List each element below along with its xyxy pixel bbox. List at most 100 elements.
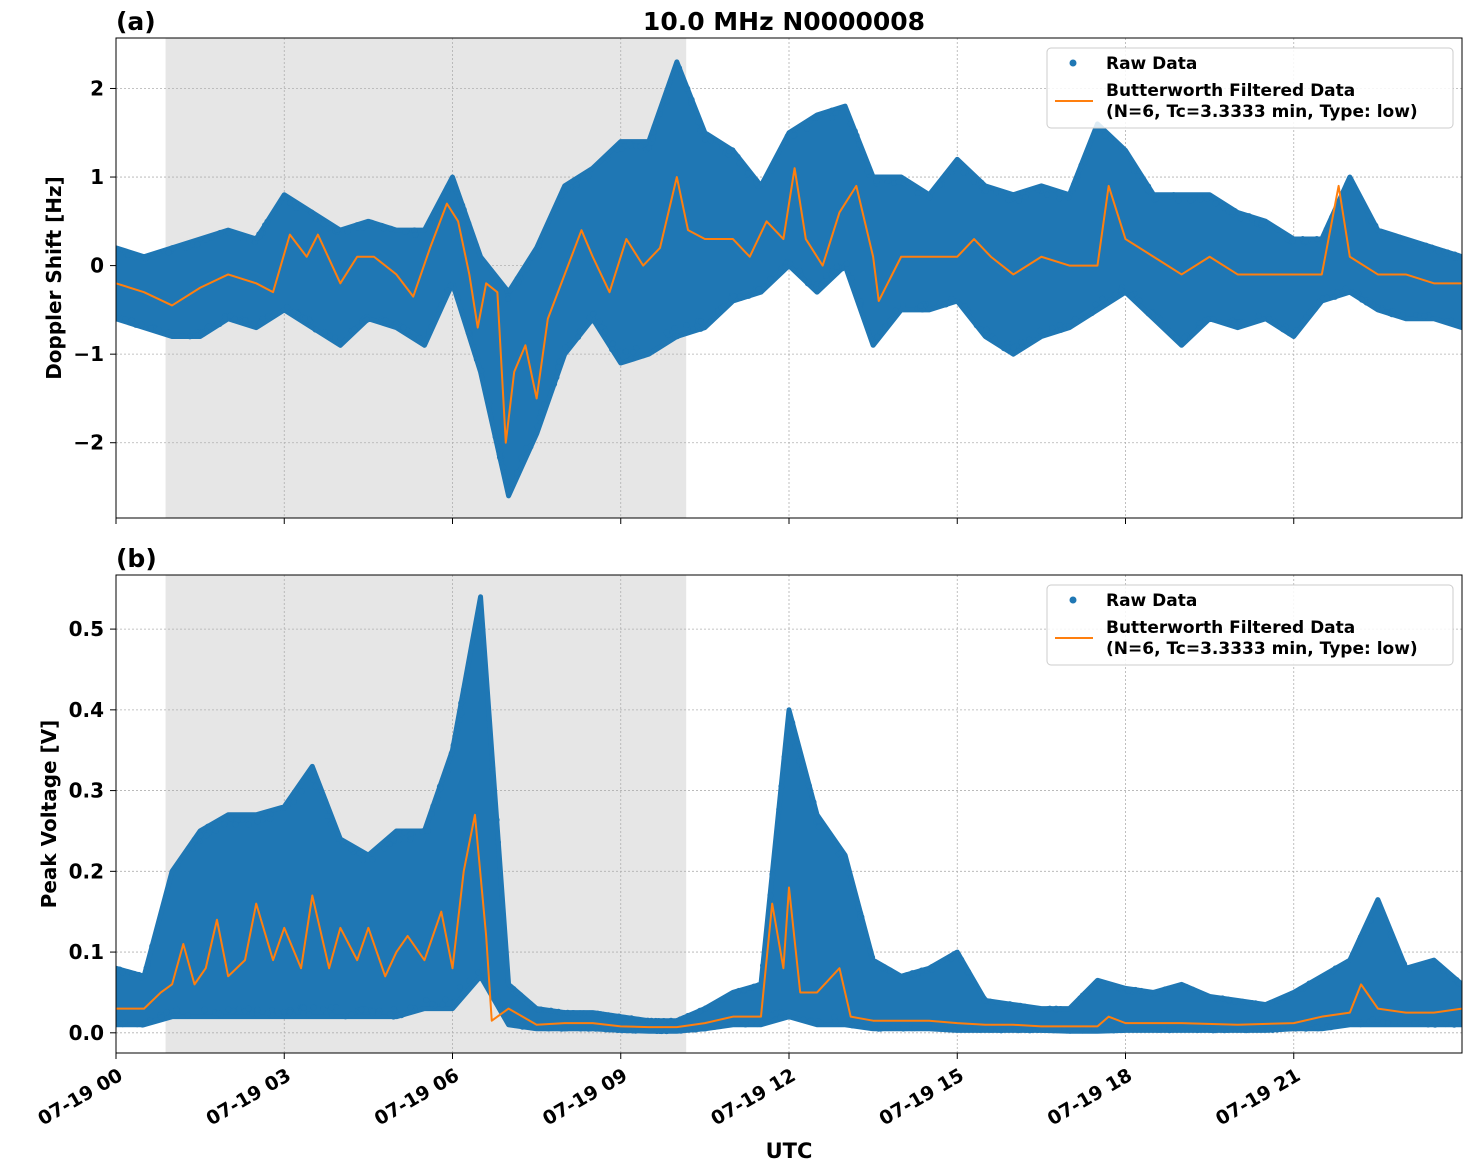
- raw-data-point: [1313, 978, 1320, 985]
- raw-data-point: [761, 283, 768, 290]
- raw-data-point: [245, 821, 252, 828]
- raw-data-point: [975, 1026, 982, 1033]
- chart-title: 10.0 MHz N0000008: [643, 7, 925, 36]
- raw-data-point: [909, 970, 916, 977]
- raw-data-point: [144, 962, 151, 969]
- raw-data-point: [1399, 311, 1406, 318]
- raw-data-point: [267, 815, 274, 822]
- raw-data-point: [357, 221, 364, 228]
- raw-data-point: [284, 802, 291, 809]
- raw-data-point: [329, 1011, 336, 1018]
- raw-data-point: [246, 237, 253, 244]
- raw-data-point: [402, 228, 409, 235]
- raw-data-point: [1268, 1000, 1275, 1007]
- raw-data-point: [1456, 980, 1462, 987]
- raw-data-point: [760, 180, 767, 187]
- raw-data-point: [758, 1019, 765, 1026]
- raw-data-point: [991, 335, 998, 342]
- raw-data-point: [133, 972, 140, 979]
- raw-data-point: [1442, 1021, 1449, 1028]
- raw-data-point: [677, 1027, 684, 1034]
- raw-data-point: [529, 254, 536, 261]
- raw-data-point: [227, 815, 234, 822]
- raw-data-point: [205, 323, 212, 330]
- raw-data-point: [602, 1026, 609, 1033]
- raw-data-point: [387, 1011, 394, 1018]
- raw-data-point: [1266, 316, 1273, 323]
- raw-data-point: [676, 65, 683, 72]
- raw-data-point: [1255, 312, 1262, 319]
- raw-data-point: [328, 1004, 335, 1011]
- raw-data-point: [325, 225, 332, 232]
- raw-data-point: [454, 726, 461, 733]
- raw-data-point: [966, 1026, 973, 1033]
- raw-data-point: [1440, 967, 1447, 974]
- raw-data-point: [707, 137, 714, 144]
- raw-data-point: [1327, 1024, 1334, 1031]
- raw-data-point: [1107, 135, 1114, 142]
- raw-data-point: [616, 348, 623, 355]
- raw-data-point: [810, 799, 817, 806]
- raw-data-point: [1077, 995, 1084, 1002]
- raw-data-point: [1034, 1005, 1041, 1012]
- raw-data-point: [128, 317, 135, 324]
- raw-data-point: [844, 869, 851, 876]
- raw-data-point: [879, 964, 886, 971]
- raw-data-point: [602, 328, 609, 335]
- raw-data-point: [577, 1010, 584, 1017]
- raw-data-point: [205, 823, 212, 830]
- raw-data-point: [1274, 1026, 1281, 1033]
- raw-data-point: [1451, 1021, 1458, 1028]
- plot-area: [116, 594, 1462, 1035]
- raw-data-point: [796, 758, 803, 765]
- raw-data-point: [734, 1020, 741, 1027]
- legend-filtered-params: (N=6, Tc=3.3333 min, Type: low): [1106, 639, 1418, 659]
- raw-data-point: [955, 951, 962, 958]
- raw-data-point: [514, 469, 521, 476]
- raw-data-point: [1295, 1023, 1302, 1030]
- raw-data-point: [1359, 296, 1366, 303]
- raw-data-point: [983, 326, 990, 333]
- raw-data-point: [696, 1007, 703, 1014]
- raw-data-point: [983, 332, 990, 339]
- raw-data-point: [833, 269, 840, 276]
- raw-data-point: [933, 961, 940, 968]
- raw-data-point: [556, 1009, 563, 1016]
- raw-data-point: [958, 956, 965, 963]
- raw-data-point: [307, 769, 314, 776]
- raw-data-point: [729, 1020, 736, 1027]
- raw-data-point: [627, 355, 634, 362]
- raw-data-point: [1153, 195, 1160, 202]
- raw-data-point: [310, 1004, 317, 1011]
- raw-data-point: [1333, 289, 1340, 296]
- raw-data-point: [1055, 190, 1062, 197]
- raw-data-point: [848, 275, 855, 282]
- raw-data-point: [864, 168, 871, 175]
- raw-data-point: [1065, 194, 1072, 201]
- raw-data-point: [1274, 226, 1281, 233]
- raw-data-point: [1365, 213, 1372, 220]
- raw-data-point: [847, 120, 854, 127]
- raw-data-point: [1344, 181, 1351, 188]
- x-tick-label: 07-19 21: [1212, 1064, 1304, 1130]
- raw-data-point: [1355, 290, 1362, 297]
- raw-data-point: [369, 1008, 376, 1015]
- raw-data-point: [1136, 297, 1143, 304]
- raw-data-point: [1010, 344, 1017, 351]
- raw-data-point: [671, 325, 678, 332]
- raw-data-point: [1356, 938, 1363, 945]
- raw-data-point: [815, 1018, 822, 1025]
- raw-data-point: [630, 349, 637, 356]
- raw-data-point: [1237, 215, 1244, 222]
- raw-data-point: [1201, 992, 1208, 999]
- y-tick-label: 0.0: [69, 1021, 104, 1045]
- raw-data-point: [396, 836, 403, 843]
- raw-data-point: [1306, 980, 1313, 987]
- raw-data-point: [857, 913, 864, 920]
- raw-data-point: [541, 401, 548, 408]
- raw-data-point: [447, 282, 454, 289]
- raw-data-point: [1323, 226, 1330, 233]
- raw-data-point: [1015, 1027, 1022, 1034]
- raw-data-point: [1065, 323, 1072, 330]
- raw-data-point: [239, 816, 246, 823]
